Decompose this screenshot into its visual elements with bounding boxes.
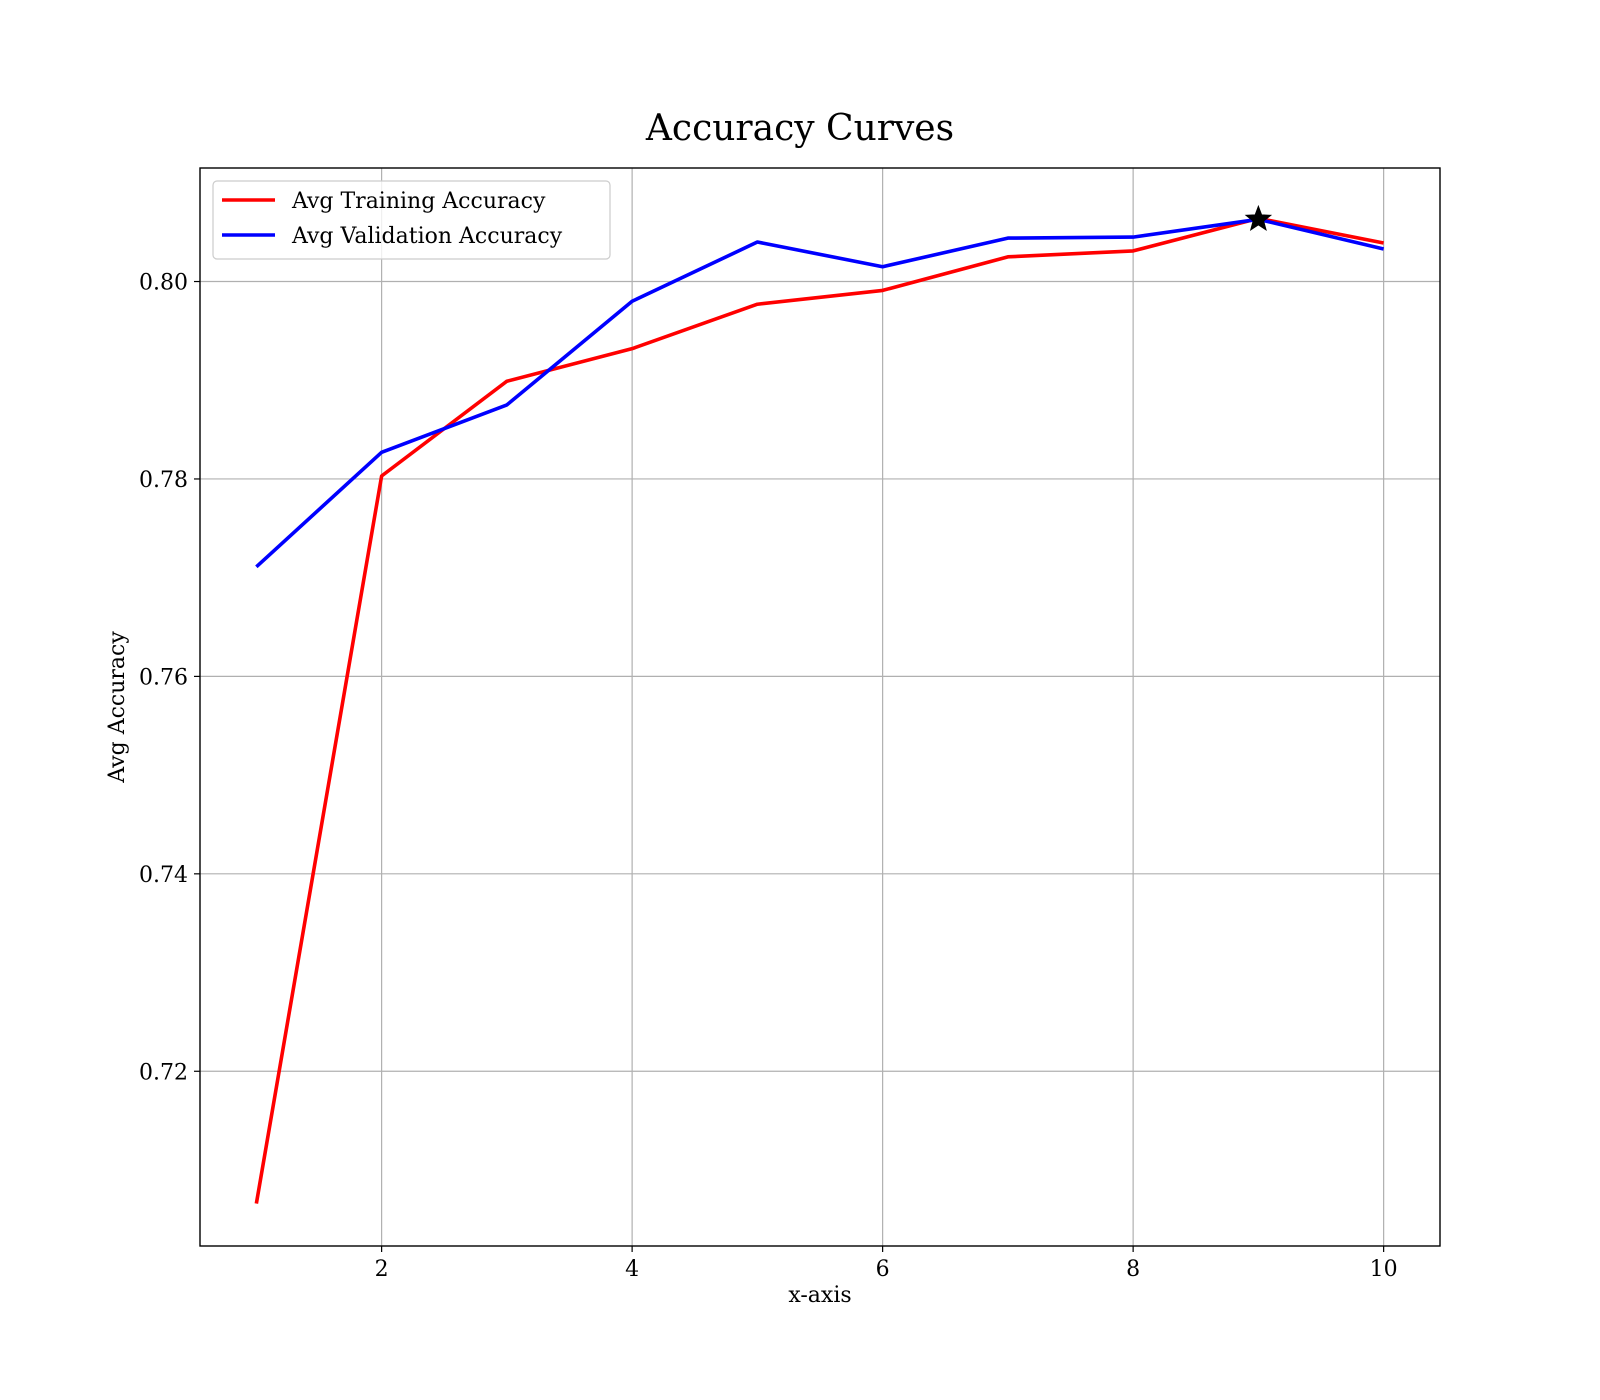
legend: Avg Training Accuracy Avg Validation Acc… bbox=[212, 180, 611, 260]
x-tick-label: 4 bbox=[625, 1257, 639, 1282]
x-axis-label: x-axis bbox=[788, 1283, 851, 1308]
marker-layer bbox=[1244, 204, 1273, 231]
legend-label-validation: Avg Validation Accuracy bbox=[291, 224, 563, 249]
x-tick-label: 8 bbox=[1126, 1257, 1140, 1282]
y-tick-label: 0.72 bbox=[139, 1060, 188, 1085]
y-tick-label: 0.78 bbox=[139, 468, 188, 493]
y-tick-label: 0.74 bbox=[139, 863, 188, 888]
legend-box bbox=[212, 180, 611, 260]
series-line-validation bbox=[255, 217, 1385, 569]
tick-layer: 2 4 6 8 10 0.72 0.74 0.76 0.78 0.80 bbox=[139, 271, 1398, 1282]
grid-layer bbox=[200, 168, 1440, 1246]
series-layer bbox=[254, 216, 1385, 1204]
x-tick-label: 2 bbox=[375, 1257, 389, 1282]
plot-frame bbox=[199, 167, 1441, 1247]
best-point-star-icon bbox=[1244, 204, 1273, 231]
legend-label-training: Avg Training Accuracy bbox=[291, 189, 546, 214]
x-tick-label: 10 bbox=[1370, 1257, 1398, 1282]
y-tick-label: 0.80 bbox=[139, 271, 188, 296]
x-tick-label: 6 bbox=[876, 1257, 890, 1282]
chart-title: Accuracy Curves bbox=[645, 108, 954, 149]
y-tick-label: 0.76 bbox=[139, 665, 188, 690]
y-axis-label: Avg Accuracy bbox=[105, 631, 130, 784]
